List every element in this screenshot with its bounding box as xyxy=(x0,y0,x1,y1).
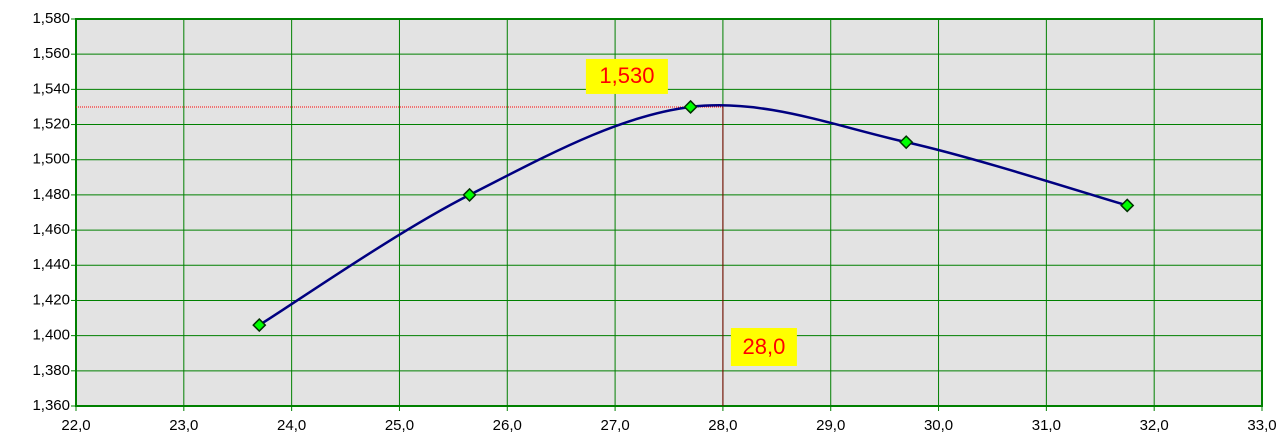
y-tick-label: 1,480 xyxy=(32,186,70,203)
y-tick-label: 1,360 xyxy=(32,397,70,414)
x-tick-label: 28,0 xyxy=(708,417,737,434)
x-tick-label: 26,0 xyxy=(493,417,522,434)
x-tick-label: 32,0 xyxy=(1140,417,1169,434)
marker xyxy=(1120,198,1135,213)
x-tick-label: 24,0 xyxy=(277,417,306,434)
x-tick-label: 31,0 xyxy=(1032,417,1061,434)
y-tick-label: 1,400 xyxy=(32,327,70,344)
plot-area xyxy=(76,19,1262,406)
x-tick-label: 30,0 xyxy=(924,417,953,434)
marker xyxy=(899,135,914,150)
x-tick-label: 29,0 xyxy=(816,417,845,434)
x-tick-label: 23,0 xyxy=(169,417,198,434)
marker xyxy=(462,187,477,202)
peak-y-label: 1,530 xyxy=(599,63,654,88)
y-tick-label: 1,420 xyxy=(32,291,70,308)
marker xyxy=(252,318,267,333)
y-tick-label: 1,560 xyxy=(32,45,70,62)
x-tick-label: 33,0 xyxy=(1247,417,1276,434)
y-tick-label: 1,380 xyxy=(32,362,70,379)
y-tick-label: 1,460 xyxy=(32,221,70,238)
marker xyxy=(683,99,698,115)
y-tick-label: 1,500 xyxy=(32,151,70,168)
x-tick-label: 22,0 xyxy=(61,417,90,434)
x-tick-label: 27,0 xyxy=(600,417,629,434)
y-label-box xyxy=(585,58,668,94)
x-label-box xyxy=(730,328,797,366)
peak-x-label: 28,0 xyxy=(742,334,785,359)
plot-border xyxy=(75,18,1263,407)
y-tick-label: 1,520 xyxy=(32,116,70,133)
y-tick-label: 1,540 xyxy=(32,80,70,97)
y-tick-label: 1,440 xyxy=(32,256,70,273)
x-tick-label: 25,0 xyxy=(385,417,414,434)
y-tick-label: 1,580 xyxy=(32,10,70,27)
